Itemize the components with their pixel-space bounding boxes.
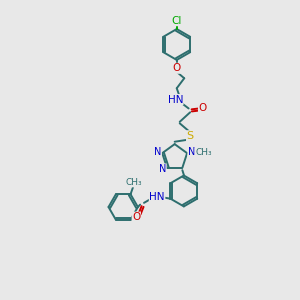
Text: O: O [199, 103, 207, 113]
Text: O: O [172, 63, 181, 73]
Text: O: O [132, 212, 140, 222]
Text: CH₃: CH₃ [125, 178, 142, 187]
Text: Cl: Cl [172, 16, 182, 26]
Text: N: N [188, 147, 195, 157]
Text: S: S [187, 131, 194, 141]
Text: CH₃: CH₃ [195, 148, 212, 157]
Text: N: N [159, 164, 166, 174]
Text: HN: HN [149, 192, 165, 202]
Text: N: N [154, 147, 161, 157]
Text: HN: HN [167, 94, 183, 104]
